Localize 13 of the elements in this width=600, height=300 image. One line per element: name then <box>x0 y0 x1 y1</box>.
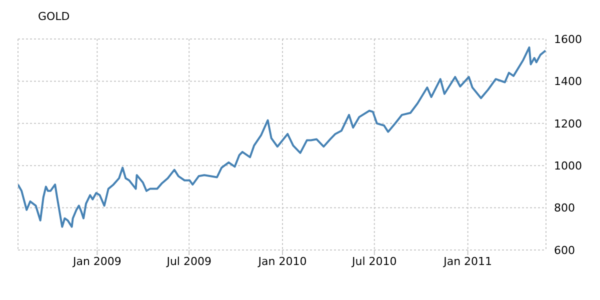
y-tick-label: 1400 <box>554 75 582 88</box>
x-tick-label: Jan 2011 <box>442 254 492 268</box>
y-tick-label: 1600 <box>554 32 582 46</box>
x-tick-label: Jul 2010 <box>351 254 397 268</box>
x-tick-label: Jan 2009 <box>72 254 122 268</box>
y-tick-label: 800 <box>554 202 575 215</box>
chart-title: GOLD <box>38 10 70 23</box>
y-tick-label: 1000 <box>554 160 582 173</box>
y-tick-label: 600 <box>554 244 575 257</box>
y-tick-label: 1200 <box>554 117 582 130</box>
x-tick-label: Jul 2009 <box>166 254 212 268</box>
x-tick-label: Jan 2010 <box>257 254 307 268</box>
line-series <box>18 46 546 228</box>
